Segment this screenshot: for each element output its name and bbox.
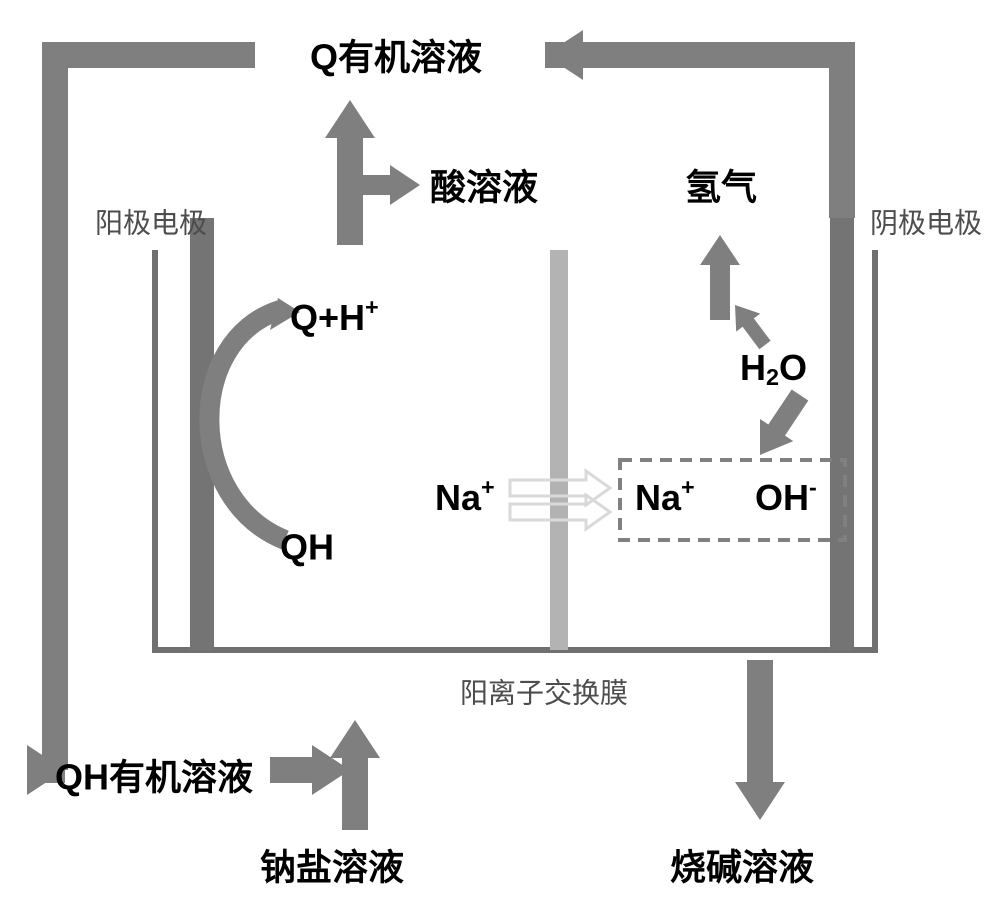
electrolysis-diagram: Q有机溶液酸溶液 氢气阳极电极 阴极电极阳离子交换膜 QH有机溶液钠盐溶液 烧碱溶液 Q+… xyxy=(0,0,1000,914)
formula-na-left: Na+ xyxy=(435,474,495,517)
label-membrane: 阳离子交换膜 xyxy=(460,677,628,708)
formula-na-right: Na+ xyxy=(635,474,695,517)
label-hydrogen: 氢气 xyxy=(685,167,757,208)
oxidation-curve-arrow xyxy=(209,310,285,540)
formula-oh: OH- xyxy=(755,474,817,517)
formula-h2o: H2O xyxy=(740,347,807,391)
label-qh-organic: QH有机溶液 xyxy=(55,757,253,798)
cathode-electrode xyxy=(830,218,854,650)
label-na-salt: 钠盐溶液 xyxy=(260,847,404,888)
formula-qh: QH xyxy=(280,527,334,568)
label-cathode: 阴极电极 xyxy=(870,207,982,238)
label-acid: 酸溶液 xyxy=(430,167,538,208)
label-naoh: 烧碱溶液 xyxy=(670,847,814,888)
label-q-organic: Q有机溶液 xyxy=(310,37,482,78)
label-anode: 阳极电极 xyxy=(95,207,207,238)
formula-q-h-plus: Q+H+ xyxy=(290,294,379,337)
ion-exchange-membrane xyxy=(550,250,568,650)
